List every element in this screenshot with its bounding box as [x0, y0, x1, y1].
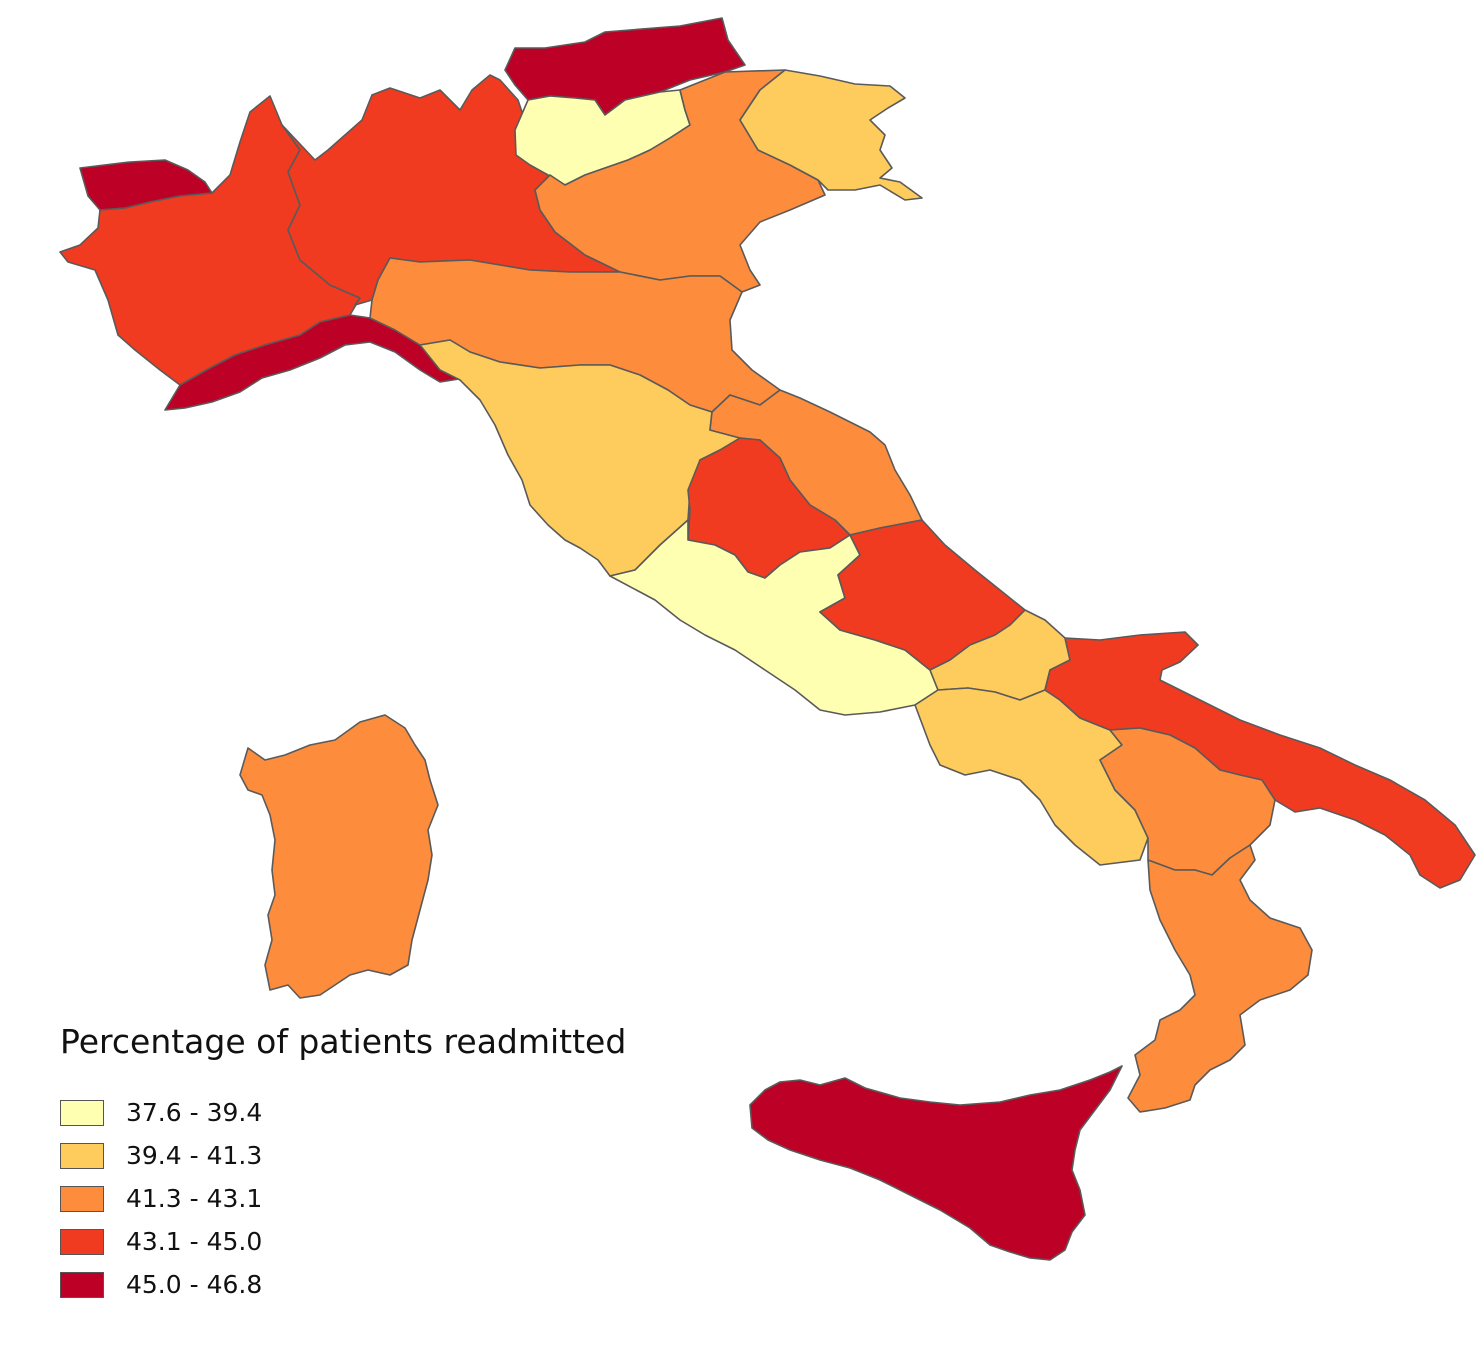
region-sardegna: [239, 714, 439, 999]
legend-item: 39.4 - 41.3: [60, 1134, 626, 1177]
legend-item: 41.3 - 43.1: [60, 1177, 626, 1220]
legend-label: 39.4 - 41.3: [126, 1141, 263, 1170]
region-sicilia: [749, 1065, 1123, 1261]
legend-label: 43.1 - 45.0: [126, 1227, 263, 1256]
legend-label: 41.3 - 43.1: [126, 1184, 263, 1213]
region-piemonte: [59, 95, 361, 386]
region-calabria: [1127, 844, 1313, 1113]
legend-title: Percentage of patients readmitted: [60, 1022, 627, 1061]
legend-label: 37.6 - 39.4: [126, 1098, 263, 1127]
legend-swatch: [60, 1099, 104, 1126]
legend: Percentage of patients readmitted 37.6 -…: [60, 1022, 626, 1306]
legend-item: 37.6 - 39.4: [60, 1091, 626, 1134]
region-liguria: [164, 314, 466, 411]
legend-swatch: [60, 1185, 104, 1212]
legend-item: 43.1 - 45.0: [60, 1220, 626, 1263]
legend-swatch: [60, 1271, 104, 1298]
legend-swatch: [60, 1228, 104, 1255]
legend-item: 45.0 - 46.8: [60, 1263, 626, 1306]
legend-label: 45.0 - 46.8: [126, 1270, 263, 1299]
region-friuli: [739, 69, 923, 201]
legend-swatch: [60, 1142, 104, 1169]
